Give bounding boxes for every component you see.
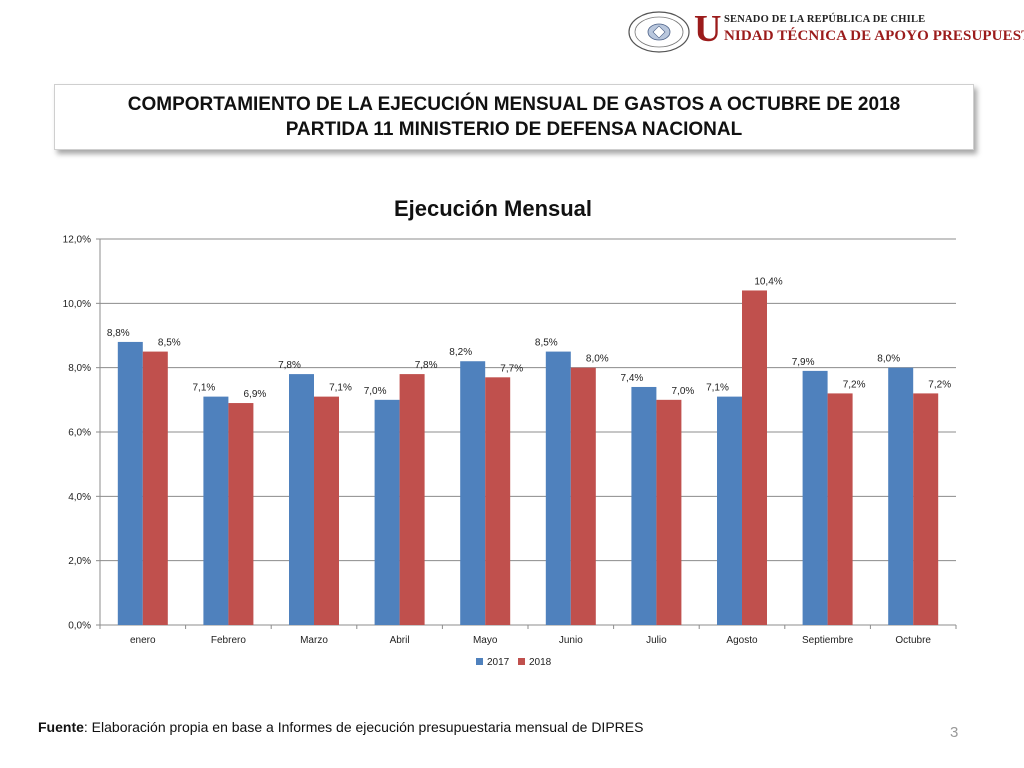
legend-swatch-2018 [518,658,525,665]
legend-label: 2018 [529,657,552,668]
senate-seal-icon [628,11,690,53]
data-label: 8,2% [449,347,472,358]
x-tick-label: Mayo [473,635,498,646]
x-tick-label: Junio [559,635,583,646]
data-label: 7,9% [792,357,815,368]
data-label: 8,5% [158,338,181,349]
x-tick-label: Septiembre [802,635,854,646]
data-label: 7,1% [329,383,352,394]
bar-2018 [485,377,511,625]
data-label: 8,5% [535,338,558,349]
legend-swatch-2017 [476,658,483,665]
bar-2018 [827,393,853,625]
bar-2017 [117,341,143,625]
bar-2017 [802,370,828,625]
data-label: 7,0% [364,386,387,397]
bar-2017 [631,386,657,625]
chart-title: Ejecución Mensual [394,196,592,221]
source-label: Fuente [38,719,84,735]
data-label: 8,0% [877,354,900,365]
slide-title-line2: PARTIDA 11 MINISTERIO DE DEFENSA NACIONA… [285,119,743,140]
y-tick-label: 12,0% [63,235,91,246]
y-tick-label: 10,0% [63,299,91,310]
x-tick-label: Julio [646,635,667,646]
data-label: 8,0% [586,354,609,365]
data-label: 8,8% [107,328,130,339]
page-number: 3 [950,724,959,741]
senate-logo: U SENADO DE LA REPÚBLICA DE CHILE NIDAD … [628,8,1024,56]
data-label: 7,8% [415,360,438,371]
y-tick-label: 8,0% [68,363,91,374]
bar-2018 [913,393,939,625]
x-tick-label: Octubre [895,635,931,646]
bar-2018 [399,374,425,625]
y-tick-label: 4,0% [68,492,91,503]
data-label: 7,7% [500,363,523,374]
data-label: 7,4% [621,373,644,384]
bar-2018 [570,367,596,625]
source-text: : Elaboración propia en base a Informes … [83,719,644,735]
data-label: 7,2% [843,379,866,390]
data-label: 7,8% [278,360,301,371]
bar-2017 [289,374,314,625]
bar-2018 [314,396,339,625]
bar-2017 [203,396,229,625]
x-tick-label: enero [130,635,156,646]
bar-2018 [142,351,168,625]
bar-2017 [888,367,914,625]
monthly-execution-chart: Ejecución Mensual 0,0% 2,0% 4,0% 6,0% 8,0% 10,… [63,196,957,668]
x-tick-label: Febrero [211,635,246,646]
bar-2017 [545,351,571,625]
bar-2018 [656,399,682,625]
x-tick-label: Marzo [300,635,328,646]
logo-senate-name: SENADO DE LA REPÚBLICA DE CHILE [724,14,926,25]
y-tick-label: 2,0% [68,556,91,567]
data-label: 7,1% [706,383,729,394]
bar-2017 [374,399,400,625]
logo-unit-name: NIDAD TÉCNICA DE APOYO PRESUPUESTARIO [724,28,1024,44]
y-tick-label: 6,0% [68,428,91,439]
slide-title-box: COMPORTAMIENTO DE LA EJECUCIÓN MENSUAL D… [54,84,974,150]
bar-2018 [228,403,254,625]
x-tick-label: Agosto [726,635,758,646]
y-tick-label: 0,0% [68,621,91,632]
slide-title-line1: COMPORTAMIENTO DE LA EJECUCIÓN MENSUAL D… [127,94,901,115]
data-label: 10,4% [754,276,782,287]
bar-2017 [460,361,486,625]
data-label: 7,2% [928,379,951,390]
data-label: 7,1% [193,383,216,394]
data-label: 6,9% [244,389,267,400]
logo-initial: U [694,8,722,50]
data-label: 7,0% [672,386,695,397]
legend-label: 2017 [487,657,510,668]
bar-2018 [742,290,767,625]
bar-2017 [717,396,742,625]
source-footnote: Fuente: Elaboración propia en base a Inf… [38,719,643,735]
x-tick-label: Abril [390,635,410,646]
